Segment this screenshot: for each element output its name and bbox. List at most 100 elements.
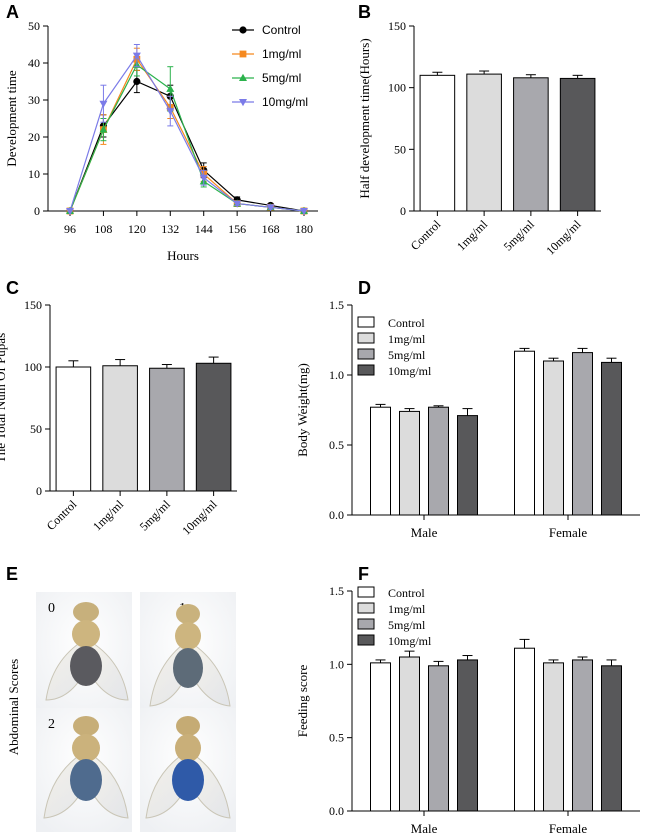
bar [601, 361, 622, 516]
legend-swatch [357, 586, 375, 598]
x-tick-label: Control [44, 497, 80, 533]
data-point [233, 200, 242, 208]
y-tick-label: 100 [24, 360, 42, 374]
x-axis-label: Hours [167, 248, 199, 263]
legend-label: 10mg/ml [388, 364, 432, 378]
bar [457, 415, 478, 516]
y-axis-label: Feeding score [295, 664, 310, 737]
chart-d-grouped-bar: 0.0 0.5 1.0 1.5 Male Female Control 1mg/ml 5mg/m… [295, 298, 640, 540]
y-tick-label: 0.5 [329, 438, 344, 452]
fly-thorax [72, 620, 100, 648]
fly-head [176, 604, 200, 624]
data-point [266, 204, 275, 212]
y-tick-label: 1.0 [329, 657, 344, 671]
bar [543, 662, 564, 812]
y-tick-label: 10 [28, 167, 40, 181]
y-tick-label: 0.0 [329, 804, 344, 818]
bar [428, 665, 449, 812]
x-tick-label: Male [411, 821, 438, 836]
legend-label: 10mg/ml [262, 95, 308, 109]
y-tick-label: 1.5 [329, 298, 344, 312]
panel-label-d: D [358, 278, 371, 298]
x-tick-label: 5mg/ml [501, 217, 538, 254]
legend-label: Control [262, 23, 301, 37]
legend-swatch [357, 602, 375, 614]
x-tick-label: 132 [161, 222, 179, 236]
bar [102, 365, 138, 492]
score-label-2: 2 [48, 717, 55, 732]
y-axis-label: Body Weight(mg) [295, 363, 310, 457]
x-tick-label: 108 [94, 222, 112, 236]
fly-thorax [175, 622, 201, 650]
data-point [133, 77, 141, 86]
y-axis-label: Half development time(Hours) [357, 38, 372, 198]
bar [543, 360, 564, 516]
data-point [99, 100, 108, 108]
data-point [132, 52, 141, 60]
legend-label: Control [388, 316, 425, 330]
bar [572, 659, 593, 812]
panel-label-e: E [6, 564, 18, 584]
x-tick-label: 96 [64, 222, 76, 236]
series-3 [66, 44, 308, 216]
y-tick-label: 150 [24, 298, 42, 312]
y-axis-label: Development time [4, 70, 19, 167]
panel-label-f: F [358, 564, 369, 584]
bar [559, 77, 596, 212]
legend-swatch [357, 332, 375, 344]
fly-photo-2: 2 [36, 708, 132, 832]
e-ylabel: Abdominal Scores [6, 659, 21, 755]
legend-label: 5mg/ml [388, 618, 426, 632]
y-axis-label: The Total Num Of Pupas [0, 333, 8, 463]
panel-label-b: B [358, 2, 371, 22]
data-point [300, 208, 308, 216]
y-tick-label: 150 [388, 19, 406, 33]
x-tick-label: Control [408, 217, 444, 253]
y-tick-label: 50 [28, 19, 40, 33]
y-tick-label: 1.0 [329, 368, 344, 382]
legend-swatch [357, 618, 375, 630]
y-tick-label: 1.5 [329, 584, 344, 598]
y-tick-label: 0.0 [329, 508, 344, 522]
bar [514, 647, 535, 812]
x-tick-label: 1mg/ml [90, 497, 127, 534]
legend-label: 5mg/ml [388, 348, 426, 362]
legend-marker [239, 99, 247, 107]
bar [513, 77, 549, 212]
y-tick-label: 50 [394, 142, 406, 156]
fly-abdomen [70, 759, 102, 801]
bar [370, 406, 391, 516]
data-point [166, 84, 175, 92]
chart-b-bar: 0 50 100 150 Control 1mg/ml 5mg/ml 10mg/ml Half … [357, 19, 601, 258]
legend-swatch [357, 364, 375, 376]
fly-thorax [72, 734, 100, 762]
bar [514, 350, 535, 516]
legend-marker [239, 26, 247, 34]
legend-swatch [357, 316, 375, 328]
data-point [166, 108, 175, 116]
fly-photo-3: 3 [140, 708, 236, 832]
bar [370, 662, 391, 812]
panel-label-a: A [6, 2, 19, 22]
bar [399, 656, 420, 812]
panel-label-c: C [6, 278, 19, 298]
fly-photo-0: 0 [36, 592, 132, 720]
bar [399, 410, 420, 516]
y-tick-label: 0 [36, 484, 42, 498]
bar [419, 74, 456, 212]
fly-photo-1: 1 [140, 592, 236, 720]
legend-label: 1mg/ml [262, 47, 301, 61]
bar [195, 362, 232, 492]
chart-c-bar: 0 50 100 150 Control 1mg/ml 5mg/ml 10mg/ml The T… [0, 298, 237, 538]
y-tick-label: 0 [400, 204, 406, 218]
y-tick-label: 100 [388, 81, 406, 95]
x-tick-label: 5mg/ml [137, 497, 174, 534]
legend-swatch [357, 634, 375, 646]
x-tick-label: 10mg/ml [543, 217, 584, 258]
legend-swatch [357, 348, 375, 360]
x-tick-label: 1mg/ml [454, 217, 491, 254]
series-0 [66, 69, 308, 215]
x-tick-label: Female [549, 821, 587, 836]
x-tick-label: 10mg/ml [179, 497, 220, 538]
bar [601, 665, 622, 812]
